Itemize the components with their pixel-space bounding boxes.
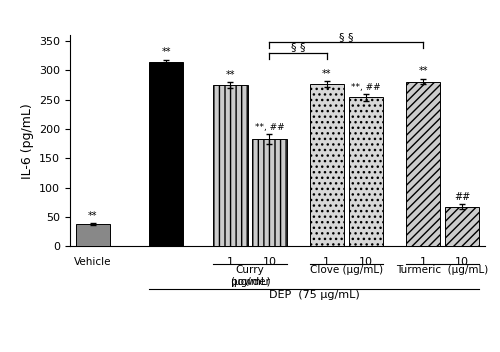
Text: 1: 1	[420, 257, 426, 267]
Text: § §: § §	[339, 32, 353, 42]
Text: **, ##: **, ##	[254, 123, 284, 132]
Y-axis label: IL-6 (pg/mL): IL-6 (pg/mL)	[20, 103, 34, 179]
Bar	[214, 85, 248, 246]
Bar	[76, 224, 110, 246]
Text: **: **	[322, 69, 332, 78]
Text: **, ##: **, ##	[351, 82, 380, 92]
Text: **: **	[162, 48, 171, 57]
Text: 1: 1	[227, 257, 234, 267]
Text: Curry
powder: Curry powder	[230, 265, 270, 287]
Bar	[252, 139, 286, 246]
Text: 10: 10	[262, 257, 276, 267]
Text: Turmeric  (µg/mL): Turmeric (µg/mL)	[396, 265, 488, 275]
Bar	[310, 84, 344, 246]
Text: ##: ##	[454, 192, 470, 202]
Bar	[348, 98, 383, 246]
Text: Clove (µg/mL): Clove (µg/mL)	[310, 265, 383, 275]
Text: **: **	[226, 70, 235, 80]
Bar	[406, 82, 440, 246]
Text: **: **	[88, 210, 98, 221]
Bar	[445, 207, 480, 246]
Text: (µg/mL): (µg/mL)	[230, 277, 270, 287]
Text: 1: 1	[324, 257, 330, 267]
Text: DEP  (75 µg/mL): DEP (75 µg/mL)	[269, 290, 360, 300]
Text: Vehicle: Vehicle	[74, 257, 112, 267]
Text: 10: 10	[359, 257, 373, 267]
Text: **: **	[418, 66, 428, 76]
Text: 10: 10	[455, 257, 469, 267]
Text: § §: § §	[291, 42, 306, 52]
Bar	[149, 62, 184, 246]
